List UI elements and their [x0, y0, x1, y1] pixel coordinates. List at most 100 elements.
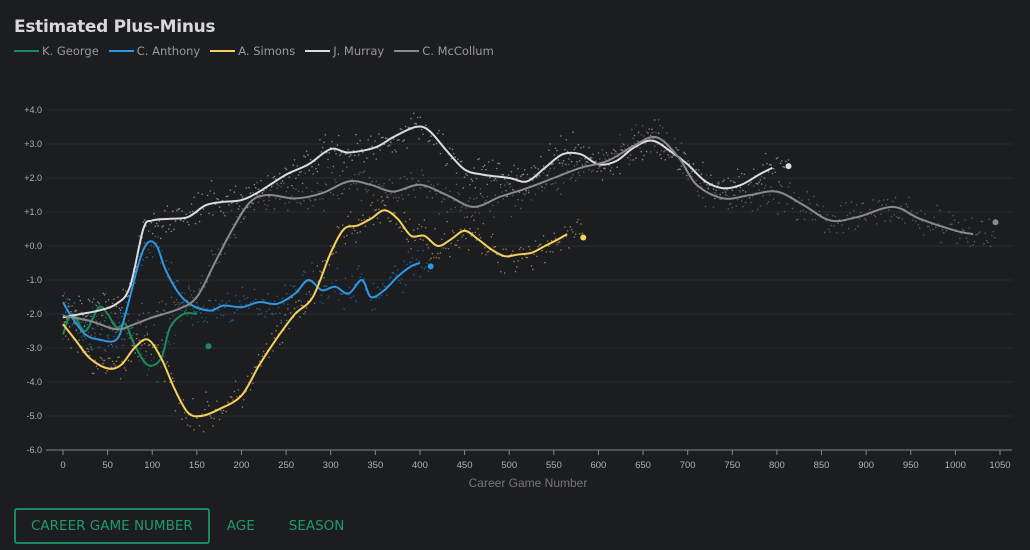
scatter-point: [169, 317, 171, 320]
scatter-point: [335, 181, 337, 184]
scatter-point: [481, 195, 483, 197]
scatter-point: [519, 246, 522, 249]
scatter-point: [256, 193, 258, 196]
scatter-point: [295, 289, 297, 291]
scatter-point: [122, 288, 125, 291]
tab-age[interactable]: AGE: [226, 518, 255, 534]
scatter-point: [163, 310, 166, 312]
tab-career-game-number[interactable]: CAREER GAME NUMBER: [14, 508, 210, 544]
scatter-point: [267, 204, 269, 207]
scatter-point: [139, 323, 142, 325]
scatter-point: [171, 210, 174, 213]
scatter-point: [150, 244, 153, 247]
scatter-point: [985, 239, 988, 242]
scatter-point: [560, 193, 562, 195]
scatter-point: [341, 224, 344, 226]
scatter-point: [416, 116, 419, 119]
scatter-point: [530, 199, 533, 201]
scatter-point: [570, 228, 573, 231]
scatter-point: [515, 266, 518, 268]
scatter-point: [577, 218, 580, 221]
scatter-point: [336, 225, 339, 228]
scatter-point: [529, 248, 531, 251]
scatter-point: [188, 285, 190, 287]
scatter-point: [341, 170, 344, 172]
scatter-point: [959, 237, 961, 240]
scatter-point: [222, 212, 225, 214]
scatter-point: [415, 123, 418, 125]
scatter-point: [831, 214, 834, 217]
scatter-point: [561, 165, 564, 167]
scatter-point: [481, 168, 483, 171]
scatter-point: [651, 128, 653, 131]
scatter-point: [410, 261, 412, 263]
scatter-point: [109, 324, 111, 327]
scatter-point: [238, 205, 241, 208]
legend-swatch: [305, 50, 331, 52]
scatter-point: [214, 253, 217, 256]
scatter-point: [862, 202, 865, 204]
scatter-point: [170, 261, 173, 264]
scatter-point: [698, 194, 700, 197]
scatter-point: [815, 203, 818, 206]
scatter-point: [94, 303, 96, 306]
scatter-point: [699, 182, 701, 185]
legend-item[interactable]: A. Simons: [210, 44, 295, 58]
scatter-point: [374, 308, 376, 310]
scatter-point: [115, 345, 118, 348]
scatter-point: [87, 298, 90, 301]
scatter-point: [801, 199, 803, 202]
scatter-point: [82, 314, 84, 317]
scatter-point: [420, 169, 423, 171]
scatter-point: [66, 298, 68, 300]
legend-item[interactable]: J. Murray: [305, 44, 384, 58]
scatter-point: [323, 209, 325, 212]
legend-item[interactable]: K. George: [14, 44, 99, 58]
scatter-point: [378, 296, 380, 299]
scatter-point: [732, 194, 735, 197]
scatter-point: [473, 198, 475, 200]
tab-season[interactable]: SEASON: [288, 518, 345, 534]
scatter-point: [349, 183, 352, 186]
scatter-point: [238, 300, 241, 303]
scatter-point: [833, 225, 835, 227]
legend-item[interactable]: C. Anthony: [108, 44, 200, 58]
x-tick-label: 150: [189, 460, 205, 471]
scatter-point: [459, 209, 462, 212]
scatter-point: [304, 172, 307, 175]
scatter-point: [356, 232, 359, 234]
scatter-point: [503, 178, 506, 180]
scatter-point: [311, 261, 313, 264]
scatter-point: [358, 173, 360, 176]
scatter-point: [114, 364, 117, 367]
scatter-point: [360, 273, 363, 275]
scatter-point: [519, 207, 522, 210]
scatter-point: [234, 236, 237, 239]
y-tick-label: -6.0: [26, 445, 42, 455]
scatter-point: [111, 360, 114, 363]
scatter-point: [106, 305, 108, 307]
scatter-point: [91, 327, 94, 330]
scatter-point: [87, 348, 90, 351]
scatter-point: [391, 182, 394, 184]
scatter-point: [339, 174, 341, 177]
scatter-point: [486, 251, 489, 253]
scatter-point: [842, 231, 845, 234]
scatter-point: [311, 190, 313, 193]
scatter-point: [88, 343, 91, 345]
scatter-point: [368, 216, 371, 219]
scatter-point: [839, 204, 842, 207]
legend-item[interactable]: C. McCollum: [394, 44, 494, 58]
scatter-point: [284, 284, 287, 287]
scatter-point: [992, 230, 995, 233]
scatter-point: [758, 181, 760, 183]
scatter-point: [594, 160, 597, 163]
scatter-point: [113, 335, 115, 338]
scatter-point: [461, 206, 463, 208]
scatter-point: [63, 321, 66, 324]
scatter-point: [410, 117, 412, 120]
scatter-point: [619, 133, 621, 136]
scatter-point: [446, 162, 448, 165]
scatter-point: [384, 204, 387, 207]
scatter-point: [724, 193, 727, 196]
